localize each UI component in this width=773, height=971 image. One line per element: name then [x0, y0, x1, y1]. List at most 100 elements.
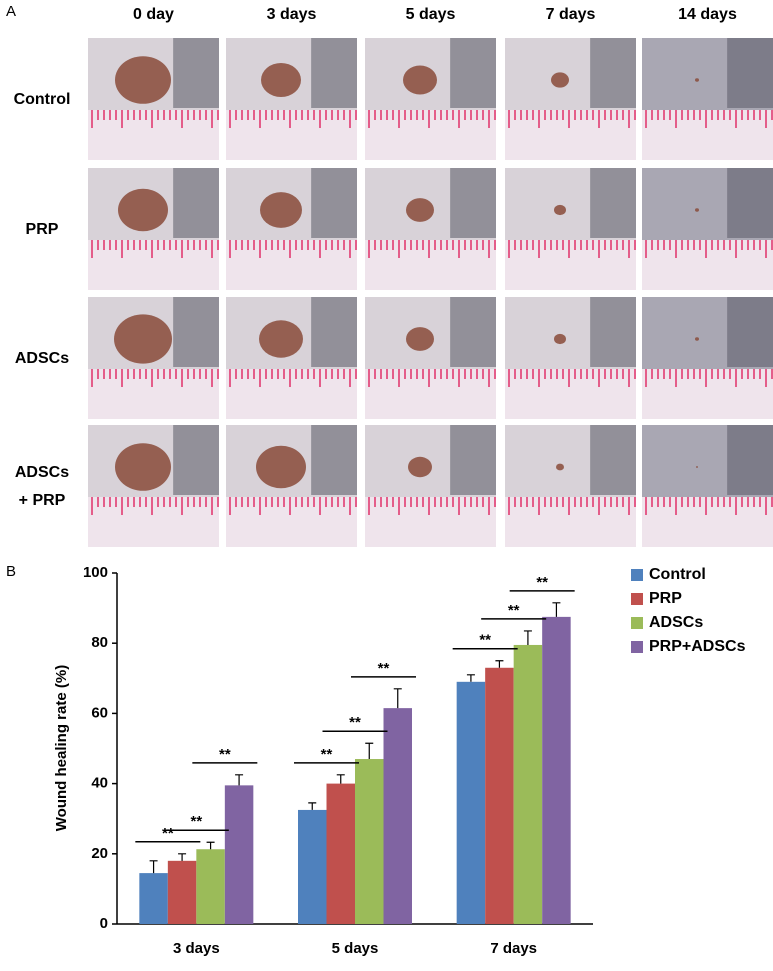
bar — [298, 809, 327, 924]
column-header: 7 days — [546, 6, 596, 23]
column-header: 0 day — [133, 6, 174, 23]
fur-shade — [727, 168, 773, 238]
wound — [556, 463, 564, 471]
error-bar — [495, 660, 504, 668]
wound — [406, 198, 434, 222]
legend-swatch — [631, 569, 643, 581]
error-bar — [523, 630, 532, 645]
wound-photo — [365, 168, 496, 290]
fur-shade — [590, 425, 636, 495]
column-header: 5 days — [406, 6, 456, 23]
fur-shade — [173, 168, 219, 238]
bar — [167, 860, 197, 924]
y-tick-label: 20 — [91, 845, 108, 862]
wound-photo — [365, 425, 496, 547]
fur-shade — [173, 425, 219, 495]
error-bar — [466, 674, 475, 682]
fur-shade — [450, 38, 496, 108]
error-bar — [336, 774, 345, 784]
wound-photo — [88, 168, 219, 290]
wound — [114, 314, 172, 364]
wound — [554, 333, 566, 345]
legend-label: PRP+ADSCs — [649, 638, 746, 655]
panel-label: B — [6, 563, 16, 580]
wound-photo — [88, 38, 219, 160]
significance-label: ** — [378, 660, 390, 677]
fur-shade — [173, 38, 219, 108]
fur-shade — [727, 38, 773, 108]
error-bar — [365, 742, 374, 760]
bar — [326, 783, 355, 924]
significance-label: ** — [219, 746, 231, 763]
y-tick-label: 60 — [91, 704, 108, 721]
row-label: PRP — [26, 221, 59, 238]
fur-shade — [450, 168, 496, 238]
wound-photo — [505, 168, 636, 290]
wound — [115, 443, 171, 491]
x-tick-label: 5 days — [332, 940, 379, 957]
wound — [260, 192, 302, 228]
wound-photo — [642, 297, 773, 419]
wound — [261, 63, 301, 97]
y-tick-label: 40 — [91, 775, 108, 792]
wound — [256, 445, 306, 489]
row-label: ADSCs — [15, 350, 69, 367]
error-bar — [149, 860, 158, 874]
wound — [695, 208, 699, 212]
wound-photo — [226, 168, 357, 290]
legend-label: Control — [649, 566, 706, 583]
wound-photo — [226, 297, 357, 419]
wound — [696, 466, 698, 468]
bar — [542, 616, 571, 924]
wound — [695, 78, 699, 82]
error-bar — [552, 602, 561, 617]
row-label: Control — [14, 91, 71, 108]
y-tick-label: 80 — [91, 634, 108, 651]
significance-label: ** — [536, 574, 548, 591]
fur-shade — [311, 38, 357, 108]
legend-label: ADSCs — [649, 614, 703, 631]
wound — [115, 56, 171, 104]
bar — [456, 681, 486, 924]
bar — [196, 849, 225, 924]
wound — [403, 65, 437, 95]
y-axis-title: Wound healing rate (%) — [53, 665, 70, 831]
wound-photo — [505, 297, 636, 419]
bar — [355, 759, 384, 924]
legend-swatch — [631, 617, 643, 629]
bar — [513, 644, 543, 924]
wound-photo — [505, 38, 636, 160]
wound — [554, 204, 566, 216]
fur-shade — [173, 297, 219, 367]
fur-shade — [311, 425, 357, 495]
legend-swatch — [631, 593, 643, 605]
fur-shade — [450, 425, 496, 495]
fur-shade — [727, 425, 773, 495]
fur-shade — [450, 297, 496, 367]
legend-swatch — [631, 641, 643, 653]
wound-photo — [642, 425, 773, 547]
fur-shade — [311, 297, 357, 367]
y-tick-label: 0 — [100, 915, 108, 932]
wound-photo — [226, 38, 357, 160]
x-tick-label: 7 days — [490, 940, 537, 957]
wound — [406, 327, 434, 351]
bar — [224, 785, 254, 924]
wound — [695, 337, 699, 341]
wound — [118, 188, 168, 232]
error-bar — [235, 774, 244, 786]
significance-label: ** — [349, 714, 361, 731]
wound — [259, 320, 303, 358]
wound — [551, 72, 569, 88]
wound — [408, 456, 432, 478]
significance-label: ** — [508, 602, 520, 619]
fur-shade — [590, 38, 636, 108]
fur-shade — [590, 168, 636, 238]
wound-photo — [642, 168, 773, 290]
wound-photo — [365, 297, 496, 419]
row-label: + PRP — [19, 492, 66, 509]
error-bar — [178, 853, 187, 861]
x-tick-label: 3 days — [173, 940, 220, 957]
row-label: ADSCs — [15, 464, 69, 481]
